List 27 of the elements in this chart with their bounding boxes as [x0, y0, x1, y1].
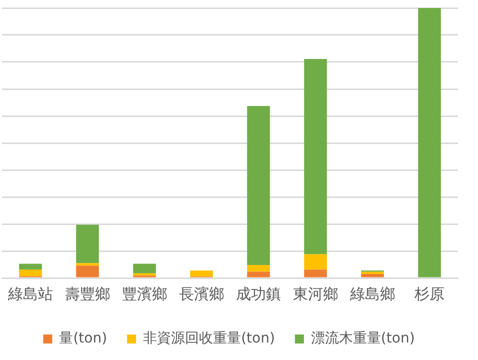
x-tick-label: 杉原 — [414, 284, 444, 303]
bar — [247, 272, 270, 278]
x-tick-label: 壽豐鄉 — [65, 284, 110, 303]
bar — [304, 270, 327, 278]
bar — [76, 263, 99, 266]
bar — [247, 265, 270, 272]
x-tick-label: 豐濱鄉 — [122, 284, 167, 303]
bar — [76, 266, 99, 278]
x-tick-label: 長濱鄉 — [179, 284, 224, 303]
bar — [190, 270, 213, 277]
x-tick-label: 成功鎮 — [236, 284, 281, 303]
x-tick-label: 東河鄉 — [293, 284, 338, 303]
x-tick-label: 綠島站 — [7, 284, 53, 303]
bar — [304, 254, 327, 270]
bar — [247, 106, 270, 266]
bar — [361, 274, 384, 278]
x-tick-label: 綠島鄉 — [349, 284, 395, 303]
bar — [304, 59, 327, 254]
bar — [19, 270, 42, 276]
bar — [133, 264, 156, 274]
bar — [19, 264, 42, 270]
legend-label: 量(ton) — [59, 330, 108, 347]
bar — [418, 8, 441, 278]
bar — [76, 224, 99, 264]
bar — [133, 273, 156, 276]
legend-label: 漂流木重量(ton) — [310, 330, 415, 347]
legend-label: 非資源回收重量(ton) — [143, 330, 275, 347]
